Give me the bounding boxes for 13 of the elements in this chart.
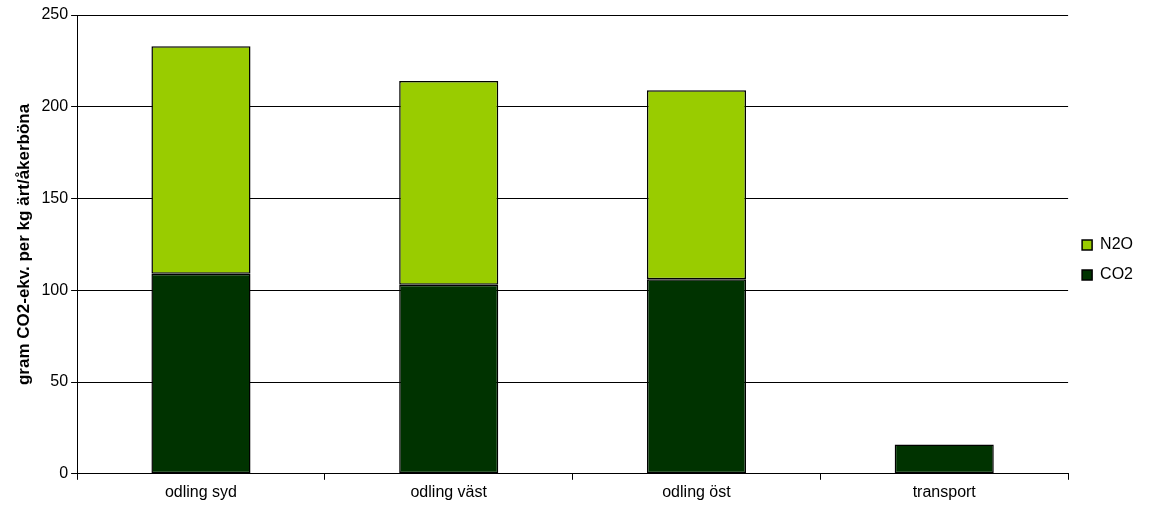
legend-label: CO2 [1100,265,1134,283]
y-tick-label: 50 [50,372,69,390]
y-tick-label: 200 [41,97,69,115]
x-tick-label: odling väst [410,482,488,500]
y-tick-label: 100 [41,280,69,298]
x-tick-label: odling syd [164,482,237,500]
legend-label: N2O [1100,235,1134,253]
y-tick-label: 150 [41,188,69,206]
y-tick-label: 0 [59,464,69,482]
y-tick-label: 250 [41,5,69,23]
x-tick-label: transport [912,482,977,500]
y-axis-title: gram CO2-ekv. per kg ärt/åkerböna [13,103,33,386]
x-tick-label: odling öst [662,482,732,500]
